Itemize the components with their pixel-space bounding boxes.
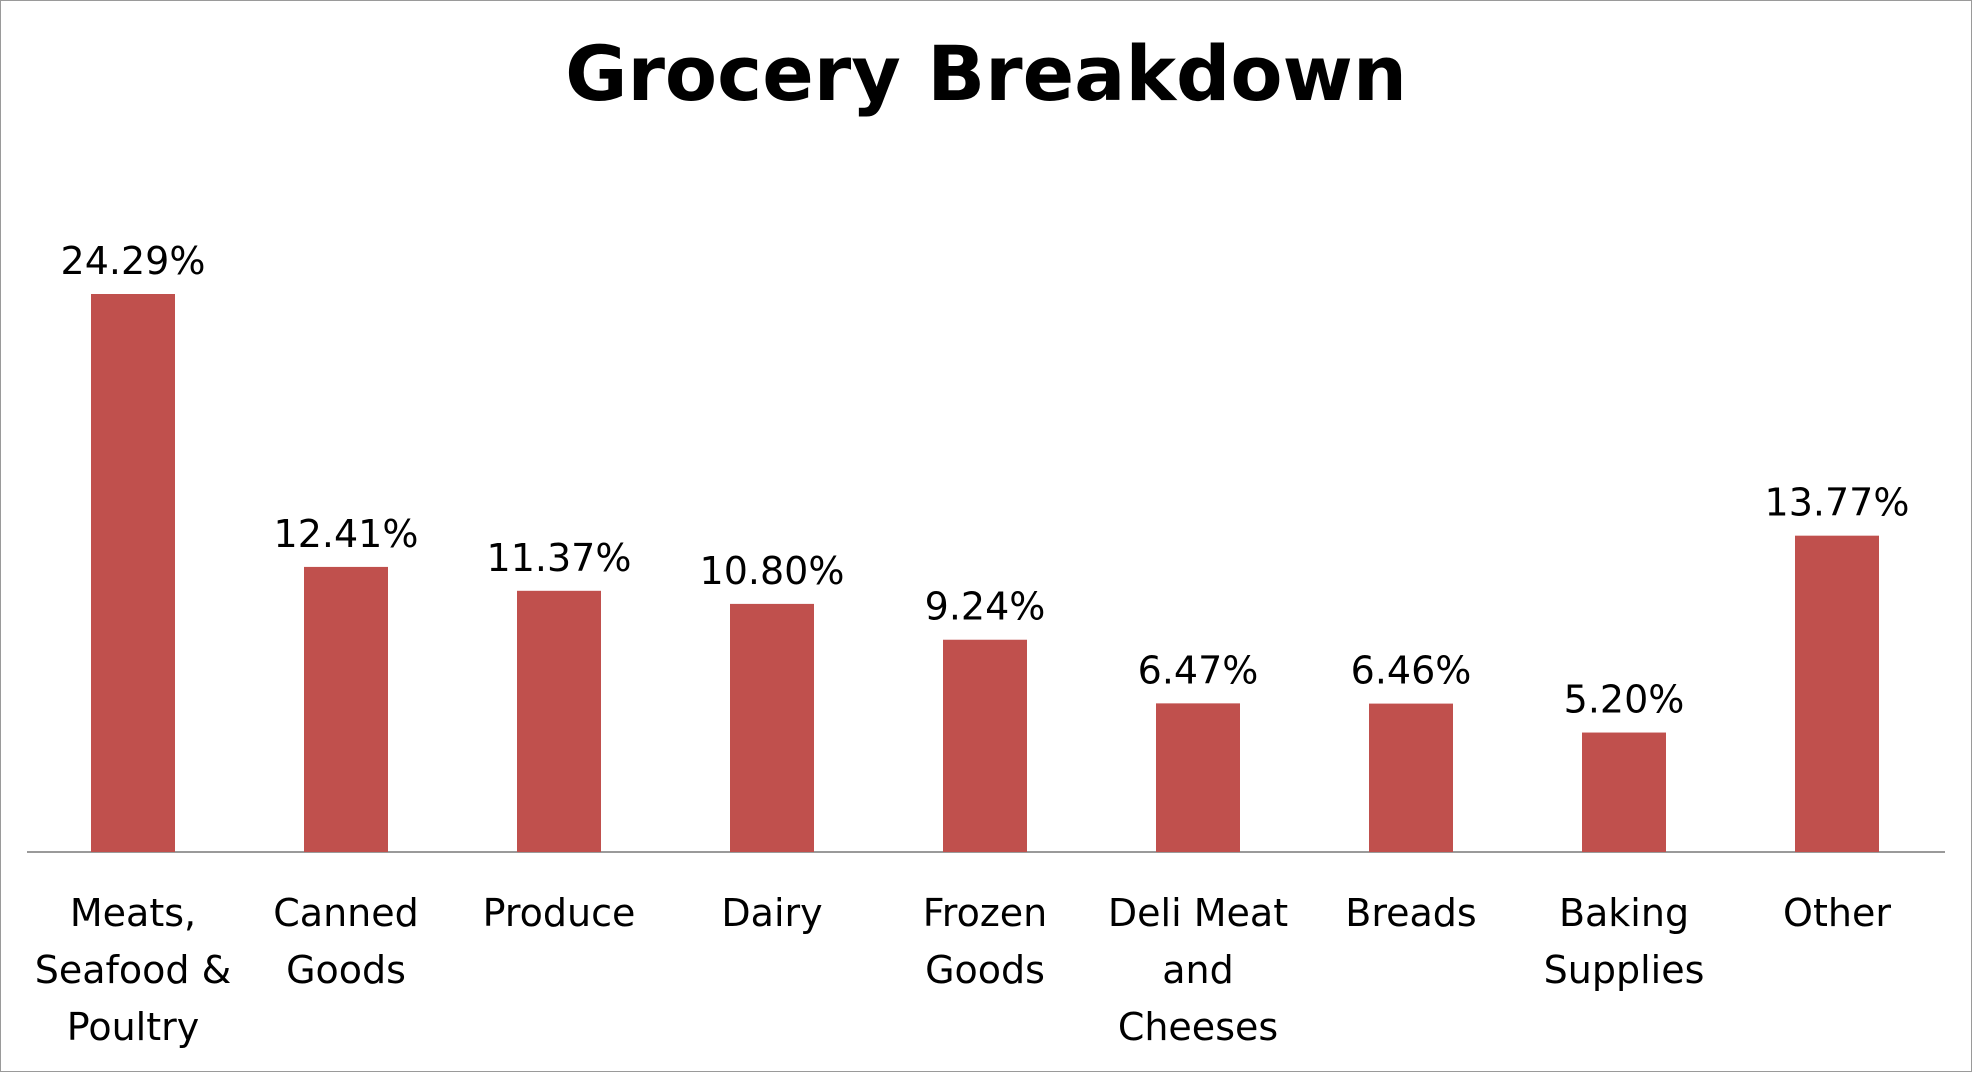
- bar-6: [1369, 703, 1453, 852]
- data-label-8: 13.77%: [1765, 481, 1910, 525]
- category-label-2: Produce: [483, 891, 636, 935]
- category-label-3: Dairy: [721, 891, 822, 935]
- data-label-6: 6.46%: [1351, 649, 1472, 693]
- data-label-3: 10.80%: [700, 549, 845, 593]
- bar-0: [91, 294, 175, 852]
- category-labels-layer: Meats, Seafood & Poultry Canned Goods Produce…: [35, 891, 1892, 1049]
- bar-3: [730, 603, 814, 852]
- data-label-2: 11.37%: [487, 536, 632, 580]
- chart-title: Grocery Breakdown: [565, 29, 1407, 118]
- bar-4: [943, 639, 1027, 852]
- category-label-6: Breads: [1345, 891, 1476, 935]
- category-label-1: Canned Goods: [273, 891, 419, 992]
- bar-2: [517, 590, 601, 852]
- data-labels-layer: 24.29% 12.41% 11.37% 10.80% 9.24% 6.47% 6.46% 5…: [61, 239, 1910, 722]
- category-label-4: Frozen Goods: [923, 891, 1048, 992]
- data-label-7: 5.20%: [1564, 678, 1685, 722]
- category-label-5: Deli Meat and Cheeses: [1108, 891, 1288, 1049]
- bars-layer: [91, 294, 1879, 852]
- bar-5: [1156, 703, 1240, 852]
- bar-1: [304, 566, 388, 852]
- data-label-0: 24.29%: [61, 239, 206, 283]
- data-label-1: 12.41%: [274, 512, 419, 556]
- category-label-7: Baking Supplies: [1544, 891, 1705, 992]
- bar-8: [1795, 535, 1879, 852]
- data-label-4: 9.24%: [925, 585, 1046, 629]
- category-label-0: Meats, Seafood & Poultry: [35, 891, 232, 1049]
- bar-7: [1582, 732, 1666, 852]
- category-label-8: Other: [1783, 891, 1891, 935]
- data-label-5: 6.47%: [1138, 648, 1259, 692]
